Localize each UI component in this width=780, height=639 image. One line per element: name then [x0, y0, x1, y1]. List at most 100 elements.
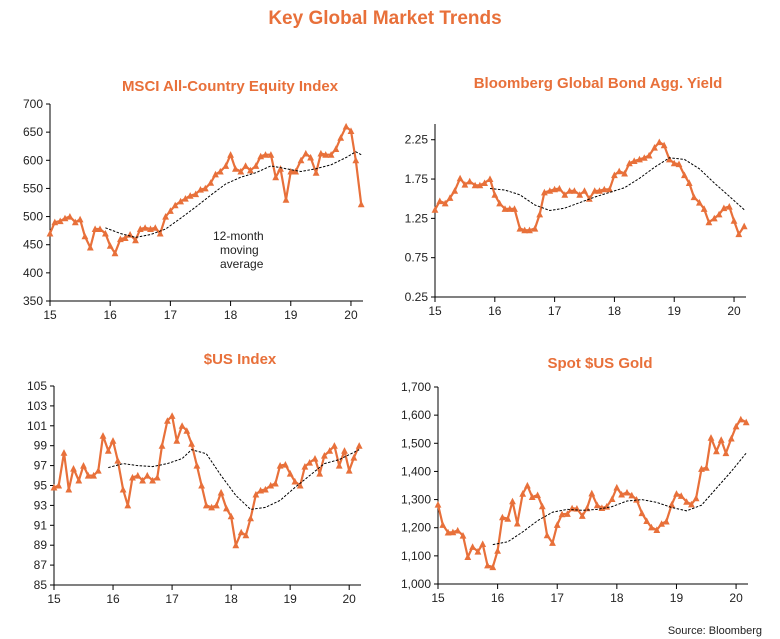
usd-data-point [311, 455, 319, 462]
usd-data-point [213, 501, 220, 509]
equity-data-point [322, 151, 330, 158]
gold-data-point [504, 515, 512, 522]
gold-data-point [638, 509, 646, 517]
equity-data-point [347, 127, 355, 134]
bond-data-point [675, 160, 683, 168]
bond-data-point [526, 226, 533, 234]
equity-y-tick-label: 500 [23, 210, 43, 224]
bond-data-point [511, 205, 518, 212]
gold-data-point [469, 543, 476, 550]
equity-data-point [81, 232, 89, 240]
equity-data-point [151, 224, 159, 231]
bond-data-point [556, 184, 563, 192]
bond-data-point [606, 185, 613, 193]
usd-x-tick-label: 16 [106, 592, 120, 606]
gold-data-point [444, 528, 452, 536]
bond-data-point [720, 204, 728, 212]
gold-data-point [653, 526, 661, 533]
equity-chart: 350 400 450 500 550 600 650 700 15 16 17 18 19 20 12-m… [23, 97, 365, 322]
usd-data-point [50, 483, 58, 491]
usd-data-point [202, 501, 210, 509]
usd-data-point [119, 485, 127, 493]
equity-data-point [76, 215, 84, 223]
gold-data-point [643, 517, 651, 524]
gold-data-point [633, 496, 640, 503]
gold-data-point [683, 498, 690, 505]
usd-x-tick-label: 20 [343, 592, 357, 606]
usd-data-point [252, 490, 260, 498]
gold-data-point [593, 501, 601, 509]
bond-data-point [621, 169, 628, 177]
gold-data-point [564, 510, 571, 517]
usd-data-point [321, 452, 328, 459]
bond-data-point [436, 197, 444, 205]
gold-x-tick-label: 16 [491, 591, 505, 605]
equity-annotation-line: average [220, 257, 264, 271]
bond-data-point [451, 187, 459, 194]
usd-data-point [345, 467, 353, 474]
equity-data-point [61, 214, 69, 222]
usd-data-point [139, 476, 146, 484]
gold-y-tick-label: 1,300 [401, 493, 431, 507]
gold-data-point [509, 497, 516, 505]
equity-y-tick-label: 350 [23, 294, 43, 308]
gold-data-point [688, 500, 695, 508]
usd-data-point [149, 476, 156, 484]
gold-data-point [489, 563, 497, 571]
bond-data-point [670, 159, 678, 167]
equity-data-point [186, 192, 194, 199]
equity-data-point [357, 200, 365, 208]
bond-data-point [630, 157, 638, 164]
gold-data-point [742, 418, 750, 426]
bond-x-tick-label: 15 [428, 304, 442, 318]
gold-data-point [479, 540, 487, 547]
equity-data-point [287, 167, 295, 175]
gold-data-point [677, 492, 685, 499]
gold-data-point [727, 434, 735, 442]
equity-data-point [227, 151, 234, 158]
usd-data-point [335, 462, 343, 469]
gold-data-point [608, 495, 616, 502]
equity-data-point [46, 229, 54, 237]
usd-data-point [341, 447, 348, 454]
gold-x-tick-label: 17 [551, 591, 565, 605]
equity-data-point [242, 162, 249, 169]
equity-data-point [292, 167, 299, 175]
usd-data-point [242, 531, 250, 539]
usd-chart: 85 87 89 91 93 95 97 99 101 103 105 15 16 17 18 19 20 [27, 379, 363, 606]
usd-data-point [291, 477, 299, 485]
equity-data-point [302, 149, 310, 157]
usd-x-tick-label: 17 [165, 592, 179, 606]
gold-data-point [702, 464, 710, 471]
equity-data-point [297, 156, 305, 164]
bond-data-point [581, 187, 588, 194]
equity-data-point [51, 218, 59, 226]
usd-data-point [286, 470, 294, 477]
usd-data-point [296, 481, 304, 489]
bond-data-point [561, 191, 569, 198]
equity-data-point [56, 217, 64, 225]
gold-y-tick-label: 1,500 [401, 436, 431, 450]
equity-data-point [262, 151, 269, 158]
usd-x-tick-label: 18 [224, 592, 238, 606]
usd-data-point [164, 417, 171, 424]
gold-data-point [732, 422, 740, 430]
bond-y-tick-label: 2.25 [405, 133, 429, 147]
usd-data-point [193, 462, 201, 469]
bond-data-point [690, 193, 698, 201]
equity-annotation-line: 12-month [213, 229, 264, 243]
bond-data-point [441, 199, 449, 207]
bond-y-tick-label: 1.25 [405, 211, 429, 225]
usd-data-point [178, 422, 186, 429]
usd-data-point [70, 465, 77, 472]
bond-data-point [715, 210, 723, 218]
equity-data-point [337, 134, 345, 141]
usd-y-tick-label: 87 [34, 558, 48, 572]
gold-y-tick-label: 1,700 [401, 380, 431, 394]
bond-data-point [710, 214, 718, 222]
usd-data-point [208, 503, 215, 511]
gold-y-tick-label: 1,600 [401, 408, 431, 422]
bond-data-point [576, 191, 584, 198]
gold-data-point [484, 561, 491, 569]
